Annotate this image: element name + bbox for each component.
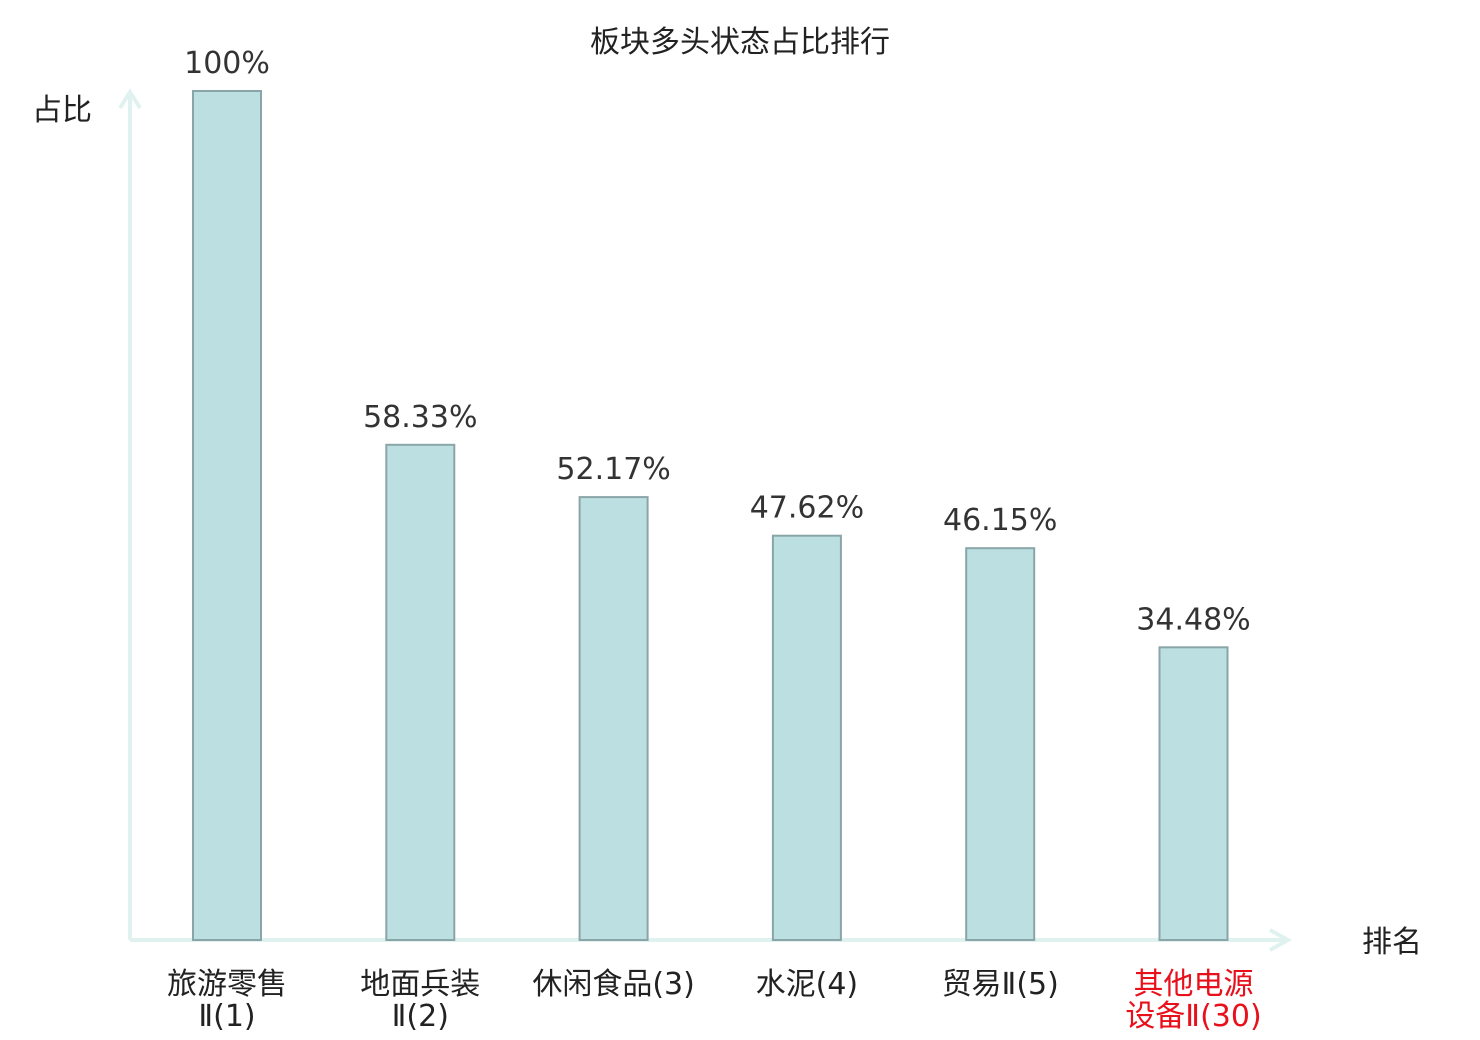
x-tick-label: 休闲食品(3) — [532, 967, 695, 1002]
bar — [1158, 646, 1229, 941]
x-tick-label: Ⅱ(2) — [392, 999, 449, 1034]
bar-value-label: 58.33% — [363, 400, 477, 435]
x-tick-label: 其他电源 — [1134, 967, 1254, 1002]
bar-value-label: 46.15% — [943, 503, 1057, 538]
bar-value-label: 34.48% — [1136, 602, 1250, 637]
y-axis-arrow-icon — [118, 88, 142, 110]
bar — [192, 90, 262, 941]
bar-value-label: 52.17% — [556, 452, 670, 487]
y-axis-label: 占比 — [32, 93, 92, 128]
bar — [385, 443, 456, 941]
x-tick-label: 水泥(4) — [756, 967, 859, 1002]
x-tick-label: 设备Ⅱ(30) — [1125, 999, 1261, 1034]
x-tick-label: 贸易Ⅱ(5) — [942, 967, 1059, 1002]
x-tick-label: 地面兵装 — [360, 967, 480, 1002]
bar-value-label: 100% — [184, 46, 270, 81]
value-labels-layer: 100% 58.33% 52.17% 47.62% 46.15% 34.48% — [184, 46, 1251, 637]
x-tick-label: 旅游零售 — [167, 967, 287, 1002]
x-tick-label: Ⅱ(1) — [198, 999, 255, 1034]
x-axis-label: 排名 — [1362, 925, 1422, 960]
x-axis-arrow-icon — [1269, 928, 1293, 952]
bars-layer — [192, 90, 1229, 941]
bar — [578, 496, 649, 941]
bar — [965, 547, 1036, 941]
bar — [771, 534, 842, 941]
x-axis — [130, 928, 1293, 952]
y-axis — [118, 88, 142, 940]
bar-value-label: 47.62% — [750, 491, 864, 526]
chart-title: 板块多头状态占比排行 — [590, 25, 890, 60]
